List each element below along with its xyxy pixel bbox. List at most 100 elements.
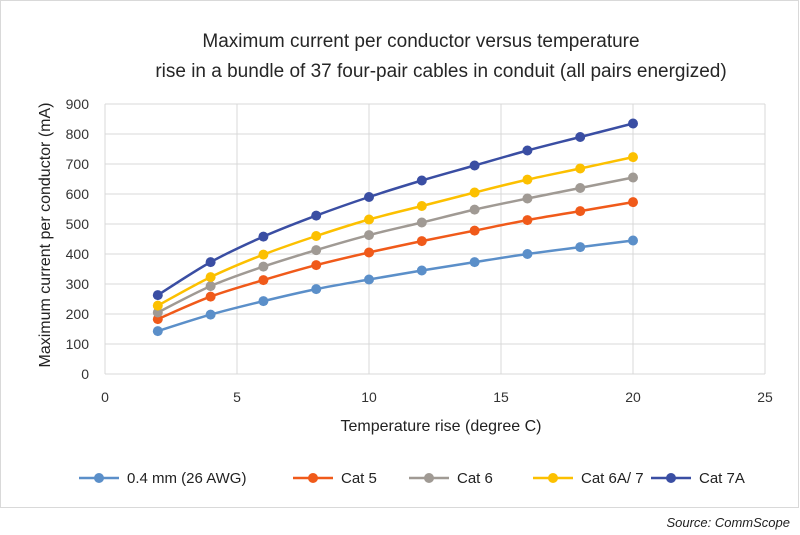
data-point: [364, 230, 374, 241]
chart-title-line-1: Maximum current per conductor versus tem…: [202, 31, 639, 52]
data-point: [364, 214, 374, 225]
series-line: [157, 155, 634, 307]
data-point: [522, 145, 533, 156]
y-tick-label: 400: [66, 246, 90, 262]
legend-item: Cat 7A: [651, 470, 745, 487]
data-point: [575, 163, 586, 174]
x-tick-label: 0: [101, 389, 109, 405]
x-axis-title: Temperature rise (degree C): [341, 418, 542, 435]
legend-label: Cat 6: [457, 470, 493, 487]
data-point: [575, 132, 586, 142]
chart: Maximum current per conductor versus tem…: [37, 31, 773, 487]
legend-label: 0.4 mm (26 AWG): [127, 470, 246, 487]
data-point: [205, 257, 216, 268]
chart-title-line-2: rise in a bundle of 37 four-pair cables …: [155, 61, 726, 82]
legend-label: Cat 6A/ 7: [581, 470, 644, 487]
legend-marker: [308, 473, 318, 483]
data-point: [628, 235, 638, 246]
data-point: [469, 257, 480, 268]
legend-label: Cat 5: [341, 470, 377, 487]
data-point: [364, 192, 374, 202]
data-point: [522, 174, 533, 185]
data-point: [469, 225, 480, 236]
data-point: [311, 245, 322, 256]
data-point: [469, 160, 480, 171]
data-point: [575, 206, 586, 217]
series-line: [157, 200, 634, 321]
legend-item: Cat 6: [409, 470, 493, 487]
series-line: [157, 239, 634, 333]
legend-item: Cat 5: [293, 470, 377, 487]
series-1: [152, 197, 638, 325]
data-point: [416, 236, 427, 247]
data-point: [522, 193, 533, 204]
data-point: [311, 210, 322, 221]
x-tick-label: 5: [233, 389, 241, 405]
series-line: [157, 176, 634, 314]
series-layer: [152, 118, 638, 337]
data-point: [628, 118, 638, 129]
data-point: [205, 281, 216, 292]
y-tick-label: 600: [66, 186, 90, 202]
x-tick-label: 20: [625, 389, 641, 405]
data-point: [311, 231, 322, 241]
chart-title: Maximum current per conductor versus tem…: [155, 31, 726, 82]
chart-frame: Maximum current per conductor versus tem…: [0, 0, 799, 508]
source-note: Source: CommScope: [666, 515, 790, 530]
data-point: [152, 300, 163, 311]
data-point: [205, 309, 216, 320]
x-tick-label: 10: [361, 389, 377, 405]
data-point: [258, 231, 269, 242]
data-point: [522, 215, 533, 226]
data-point: [152, 326, 163, 337]
data-point: [469, 204, 480, 215]
y-tick-label: 700: [66, 156, 90, 172]
data-point: [575, 183, 586, 193]
data-point: [258, 296, 269, 307]
y-tick-label: 100: [66, 336, 90, 352]
y-axis-title: Maximum current per conductor (mA): [37, 103, 54, 368]
y-tick-label: 800: [66, 126, 90, 142]
y-tick-label: 500: [66, 216, 90, 232]
tick-labels: 0 100 200 300 400 500 600 700 800 900 0 5 10 15 20 25: [66, 96, 773, 405]
legend-marker: [424, 473, 434, 483]
data-point: [152, 307, 163, 318]
data-point: [416, 265, 427, 276]
series-4: [152, 118, 638, 301]
series-line: [157, 122, 634, 297]
data-point: [628, 152, 638, 163]
data-point: [311, 284, 322, 295]
data-point: [364, 247, 374, 258]
series-2: [152, 172, 638, 318]
data-point: [416, 217, 427, 228]
data-point: [152, 290, 163, 301]
data-point: [364, 274, 374, 285]
data-point: [416, 201, 427, 211]
data-point: [628, 197, 638, 208]
data-point: [258, 275, 269, 286]
y-tick-label: 900: [66, 96, 90, 112]
legend-marker: [666, 473, 676, 483]
data-point: [205, 291, 216, 302]
legend-marker: [94, 473, 104, 483]
data-point: [416, 175, 427, 186]
y-tick-label: 0: [81, 366, 89, 382]
x-tick-label: 25: [757, 389, 773, 405]
data-point: [469, 187, 480, 198]
series-3: [152, 152, 638, 311]
legend-marker: [548, 473, 558, 483]
series-0: [152, 235, 638, 337]
y-tick-label: 200: [66, 306, 90, 322]
data-point: [258, 249, 269, 260]
legend-item: Cat 6A/ 7: [533, 470, 644, 487]
data-point: [258, 261, 269, 272]
legend-label: Cat 7A: [699, 470, 745, 487]
legend: 0.4 mm (26 AWG) Cat 5 Cat 6 Cat 6A/ 7 Cat 7A: [79, 470, 745, 487]
data-point: [628, 172, 638, 183]
data-point: [522, 249, 533, 259]
data-point: [205, 272, 216, 283]
data-point: [575, 242, 586, 253]
x-tick-label: 15: [493, 389, 509, 405]
y-tick-label: 300: [66, 276, 90, 292]
data-point: [311, 260, 322, 271]
